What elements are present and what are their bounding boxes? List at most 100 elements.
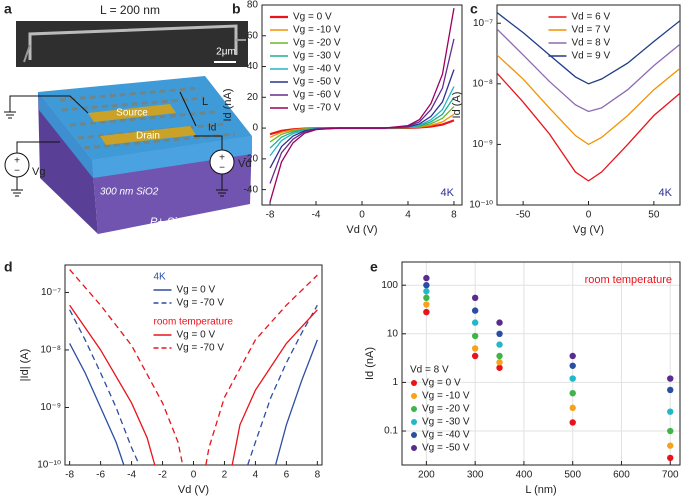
legend-marker <box>411 432 417 438</box>
x-tick-label: -4 <box>127 470 136 481</box>
y-tick-label: 10⁻⁷ <box>473 18 493 29</box>
annotation: 4K <box>441 187 455 199</box>
legend-label: Vg = -50 V <box>422 443 470 454</box>
x-tick-label: -4 <box>312 210 321 221</box>
data-point <box>667 375 674 382</box>
length-label: L <box>202 96 208 108</box>
substrate-label: P+ Si <box>150 216 177 228</box>
y-tick-label: 10 <box>387 328 399 339</box>
legend-marker <box>411 445 417 451</box>
oxide-front <box>92 136 252 178</box>
x-tick-label: 4 <box>253 470 259 481</box>
x-tick-label: -8 <box>65 470 74 481</box>
data-point <box>423 281 430 289</box>
data-point <box>667 442 674 449</box>
drain-ground <box>216 174 228 197</box>
x-tick-label: 500 <box>564 470 581 481</box>
legend-label: Vg = -70 V <box>293 103 341 114</box>
current-label: Id <box>208 123 216 134</box>
x-tick-label: 300 <box>467 470 484 481</box>
x-axis-label: Vg (V) <box>573 224 604 236</box>
nanotubes <box>59 86 236 150</box>
drain-wire <box>194 135 223 150</box>
plot-frame <box>261 4 463 206</box>
y-tick-label: 60 <box>247 30 259 41</box>
sem-label: L = 200 nm <box>100 3 160 17</box>
legend-group: 4K <box>154 272 167 283</box>
annotation: 4K <box>659 187 673 199</box>
oxide-label: 300 nm SiO2 <box>100 187 159 198</box>
data-point <box>423 308 430 316</box>
y-tick-label: 10⁻¹⁰ <box>469 200 493 211</box>
scale-bar-label: 2μm <box>216 47 236 58</box>
y-axis-label: Id (nA) <box>364 347 376 380</box>
legend-label: Vg = 0 V <box>177 285 216 296</box>
legend-label: Vg = -70 V <box>177 298 225 309</box>
x-tick-label: -6 <box>96 470 105 481</box>
x-tick-label: -2 <box>158 470 167 481</box>
data-point <box>569 419 576 426</box>
data-point <box>471 294 479 302</box>
legend-title: Vd = 8 V <box>410 365 449 376</box>
y-tick-label: 20 <box>247 92 259 103</box>
y-tick-label: 0.1 <box>384 426 398 437</box>
x-tick-label: 700 <box>662 470 679 481</box>
plus: + <box>219 153 225 164</box>
chart-panel: e 0.1 1 10 100 200 300 400 500 600 700 L (nm) Id (nA… <box>364 259 681 496</box>
panel-label: c <box>470 1 478 17</box>
length-arrow <box>179 91 197 127</box>
y-tick-label: 0 <box>252 123 258 134</box>
annotation: room temperature <box>585 274 672 286</box>
y-axis-label: Id (nA) <box>222 88 234 121</box>
data-point <box>569 404 576 412</box>
x-tick-label: 200 <box>418 470 435 481</box>
panel-label: a <box>4 1 12 17</box>
y-axis-label: Id (A) <box>451 92 463 119</box>
legend-label: Vg = -40 V <box>422 430 470 441</box>
legend-label: Vd = 6 V <box>572 12 611 23</box>
legend-group: room temperature <box>154 317 234 328</box>
data-point <box>496 319 503 326</box>
legend-label: Vg = -50 V <box>293 77 341 88</box>
data-point <box>496 341 503 348</box>
source-label: Source <box>116 108 148 119</box>
y-tick-label: -20 <box>244 153 259 164</box>
y-tick-label: 10⁻⁹ <box>40 402 61 413</box>
sem-lead <box>23 39 246 63</box>
minus: − <box>219 163 225 174</box>
plot-frame <box>496 4 681 206</box>
data-point <box>667 427 674 435</box>
legend-label: Vg = 0 V <box>177 330 216 341</box>
x-tick-label: 0 <box>359 210 365 221</box>
gate-voltage-label: Vg <box>32 166 45 178</box>
legend-label: Vg = 0 V <box>422 378 461 389</box>
chart-panel: d 10⁻¹⁰ 10⁻⁹ 10⁻⁸ 10⁻⁷ -8 -6 -4 -2 0 2 4 6 8 Vd (V) |Id… <box>4 259 323 496</box>
x-tick-label: 400 <box>516 470 533 481</box>
data-point <box>471 332 479 340</box>
data-point <box>423 274 430 282</box>
data-point <box>471 345 479 352</box>
data-point <box>667 386 674 394</box>
drain-label: Drain <box>136 131 160 142</box>
x-axis-label: L (nm) <box>525 484 556 496</box>
legend-marker <box>411 393 417 399</box>
data-line <box>269 7 455 203</box>
data-point <box>569 352 576 360</box>
y-tick-label: 100 <box>381 280 398 291</box>
y-tick-label: 10⁻⁷ <box>41 287 61 298</box>
x-tick-label: 0 <box>191 470 197 481</box>
x-tick-label: 6 <box>284 470 290 481</box>
data-point <box>423 301 430 308</box>
legend-label: Vg = -10 V <box>293 25 341 36</box>
legend-label: Vg = -70 V <box>177 343 225 354</box>
panel-label: d <box>4 259 13 275</box>
x-tick-label: 0 <box>586 210 592 221</box>
data-point <box>496 352 503 360</box>
x-tick-label: 8 <box>315 470 321 481</box>
x-tick-label: 600 <box>613 470 630 481</box>
minus: − <box>14 166 20 177</box>
plus: + <box>14 156 20 167</box>
legend-label: Vd = 7 V <box>572 25 611 36</box>
data-point <box>496 330 503 338</box>
